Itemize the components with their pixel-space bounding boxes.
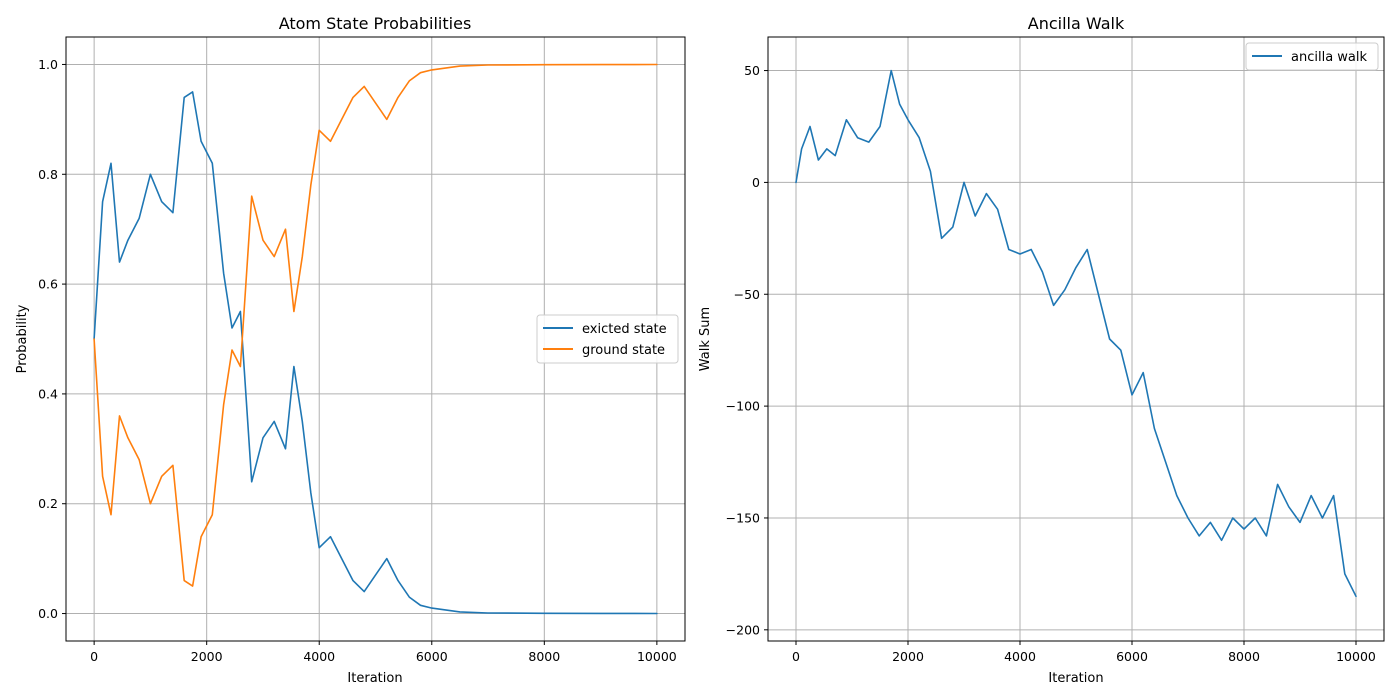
- y-tick-label: −150: [726, 510, 760, 525]
- chart-title: Ancilla Walk: [1028, 14, 1125, 33]
- legend-label-ground: ground state: [582, 343, 665, 358]
- x-tick-label: 2000: [191, 649, 223, 664]
- x-tick-label: 4000: [303, 649, 335, 664]
- y-tick-label: 0.8: [38, 167, 58, 182]
- plot-lines: [795, 69, 1357, 598]
- legend-label-ancilla: ancilla walk: [1291, 50, 1367, 65]
- x-tick-label: 0: [792, 649, 800, 664]
- series-line-ground-state: [93, 63, 658, 587]
- axes-frame: [65, 36, 686, 642]
- ticks: 0 2000 4000 6000 8000 10000 0.0 0.2 0.4 0.6 0.8 1.0: [38, 57, 677, 664]
- x-tick-label: 6000: [416, 649, 448, 664]
- y-axis-label: Walk Sum: [698, 307, 713, 371]
- y-tick-label: 50: [744, 63, 760, 78]
- x-axis-label: Iteration: [1048, 671, 1103, 686]
- y-tick-label: 0.6: [38, 277, 58, 292]
- series-line-exicted-state: [93, 91, 658, 615]
- series-line-ancilla-walk: [795, 69, 1357, 598]
- x-tick-label: 8000: [1228, 649, 1260, 664]
- x-axis-label: Iteration: [347, 671, 402, 686]
- legend: ancilla walk: [1245, 42, 1379, 71]
- y-tick-label: −200: [726, 622, 760, 637]
- chart-title: Atom State Probabilities: [279, 14, 472, 33]
- x-tick-label: 10000: [637, 649, 677, 664]
- legend-box: [1245, 42, 1379, 71]
- axes-frame: [767, 36, 1385, 642]
- y-tick-label: 1.0: [38, 57, 58, 72]
- x-tick-label: 10000: [1336, 649, 1376, 664]
- x-tick-label: 4000: [1004, 649, 1036, 664]
- x-tick-label: 6000: [1116, 649, 1148, 664]
- ticks: 0 2000 4000 6000 8000 10000 −200 −150 −100 −50 0 50: [726, 63, 1376, 664]
- x-tick-label: 0: [90, 649, 98, 664]
- grid: [768, 37, 1384, 641]
- y-tick-label: 0.2: [38, 496, 58, 511]
- y-tick-label: 0.0: [38, 606, 58, 621]
- legend: exicted state ground state: [536, 314, 679, 364]
- x-tick-label: 8000: [528, 649, 560, 664]
- y-tick-label: −100: [726, 399, 760, 414]
- y-tick-label: 0.4: [38, 386, 58, 401]
- x-tick-label: 2000: [892, 649, 924, 664]
- chart-atom-state-probabilities: Atom State Probabilities 0 2000 4000 6000 80…: [15, 14, 686, 686]
- legend-label-excited: exicted state: [582, 322, 667, 337]
- chart-ancilla-walk: Ancilla Walk 0 2000 4000 6000 8000 10000 −200 −…: [698, 14, 1385, 686]
- y-axis-label: Probability: [15, 304, 30, 373]
- y-tick-label: 0: [752, 175, 760, 190]
- y-tick-label: −50: [734, 287, 760, 302]
- plot-lines: [93, 63, 658, 615]
